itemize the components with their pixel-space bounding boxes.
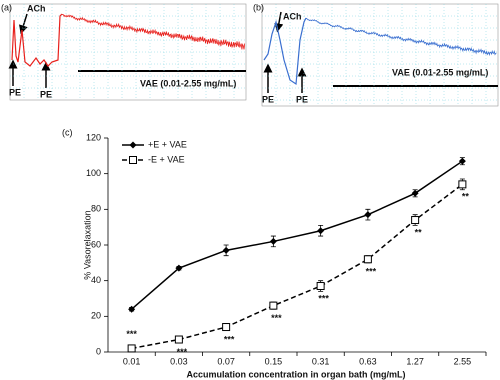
marker [458,180,467,189]
panel-label: (c) [62,127,73,137]
trace [61,14,246,50]
panel-b-frame [261,3,499,107]
y-tick-label: 40 [91,275,101,285]
marker [222,246,230,254]
y-tick-label: 20 [91,311,101,321]
marker [174,335,183,344]
legend-marker [129,141,137,149]
x-tick-label: 0.63 [359,356,377,366]
significance-label: ** [462,192,470,202]
marker [175,264,183,272]
trace-label: PE [296,94,308,104]
x-tick-label: 0.03 [170,356,188,366]
legend-label: -E + VAE [148,154,185,164]
x-tick-label: 0.31 [312,356,330,366]
trace-label: PE [9,87,21,97]
trace [305,17,497,57]
series-line [131,160,463,310]
y-tick-label: 80 [91,204,101,214]
series-line [131,183,463,350]
significance-label: ** [415,227,423,237]
marker [316,282,325,291]
panel-label: (b) [253,2,264,12]
significance-label: *** [271,313,282,323]
x-tick-label: 1.27 [406,356,424,366]
x-tick-label: 0.15 [265,356,283,366]
y-tick-label: 60 [91,239,101,249]
trace-label: PE [40,89,52,99]
significance-label: *** [366,267,377,277]
x-tick-label: 2.55 [454,356,472,366]
y-axis-label: % Vasorelaxation [82,210,92,279]
marker [128,305,136,313]
arrow [19,13,28,35]
x-tick-label: 0.07 [217,356,235,366]
y-tick-label: 0 [96,346,101,356]
legend-label: +E + VAE [148,139,187,149]
marker [317,227,325,235]
trace-label: PE [262,94,274,104]
significance-label: *** [318,293,329,303]
marker [363,255,372,264]
significance-label: *** [177,347,188,357]
marker [364,211,372,219]
protocol-label: VAE (0.01-2.55 mg/mL) [140,78,236,88]
significance-label: *** [224,334,235,344]
trace [11,13,63,67]
legend-marker [129,156,137,164]
y-tick-label: 100 [86,168,101,178]
marker [222,323,231,332]
protocol-label: VAE (0.01-2.55 mg/mL) [392,67,488,77]
marker [411,189,419,197]
marker [269,301,278,310]
y-tick-label: 120 [86,132,101,142]
marker [411,216,420,225]
significance-label: *** [126,329,137,339]
trace-label: ACh [283,11,302,21]
marker [127,344,136,353]
panel-label: (a) [1,2,12,12]
arrow [274,11,284,33]
trace-label: ACh [27,3,46,13]
marker [269,237,277,245]
x-tick-label: 0.01 [123,356,141,366]
trace [263,17,307,86]
marker [458,157,466,165]
x-axis-label: Accumulation concentration in organ bath… [186,369,405,379]
